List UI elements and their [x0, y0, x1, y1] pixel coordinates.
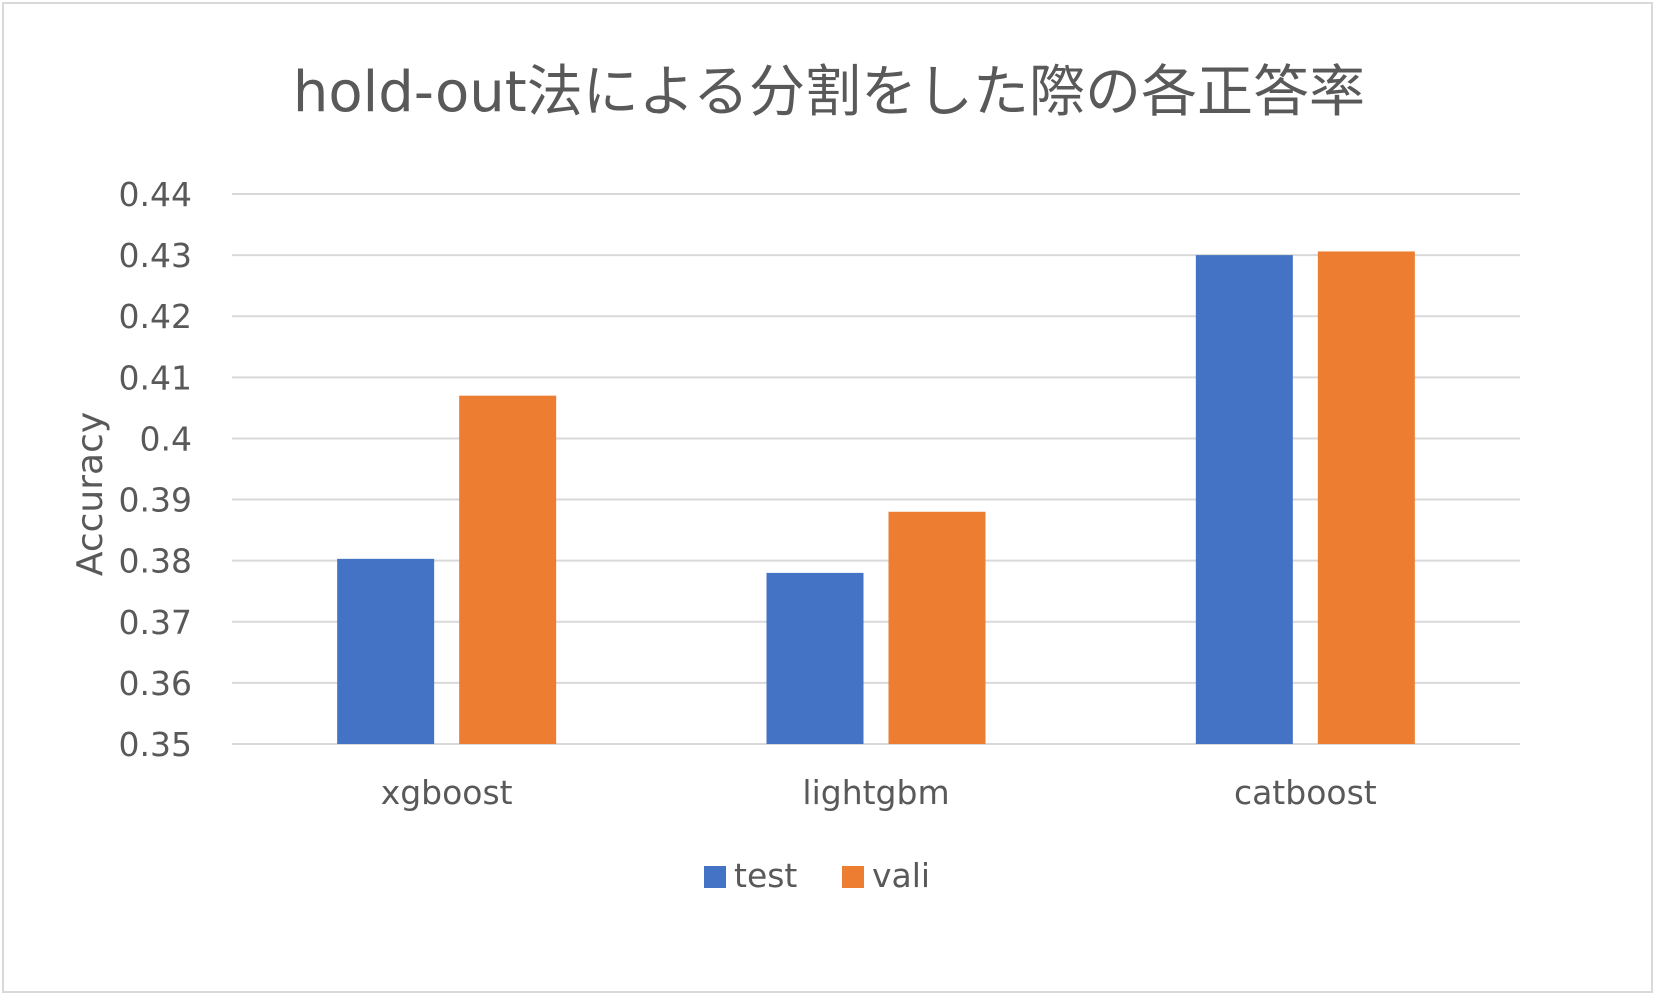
y-axis-label: Accuracy	[70, 412, 111, 576]
bar-vali-xgboost	[459, 395, 557, 744]
y-tick-label: 0.39	[119, 481, 192, 520]
bar-vali-catboost	[1317, 251, 1415, 744]
y-tick-label: 0.41	[119, 358, 192, 397]
bar-test-lightgbm	[766, 572, 864, 744]
legend-label: test	[734, 856, 797, 895]
x-tick-label: catboost	[1234, 773, 1377, 812]
y-tick-label: 0.37	[119, 603, 192, 642]
x-tick-label: lightgbm	[802, 773, 949, 812]
y-tick-labels: 0.35 0.36 0.37 0.38 0.39 0.4 0.41 0.42 0.43 0.44	[119, 175, 192, 764]
legend-swatch-vali	[842, 866, 864, 888]
grid-lines	[232, 193, 1520, 745]
bar-test-catboost	[1195, 255, 1293, 744]
chart: hold-out法による分割をした際の各正答率 Accuracy 0.350.3…	[70, 60, 1520, 895]
bars	[337, 251, 1415, 744]
y-tick-label: 0.35	[119, 725, 192, 764]
x-tick-labels: xgboost lightgbm catboost	[381, 773, 1377, 812]
bar-test-xgboost	[337, 558, 435, 744]
x-tick-label: xgboost	[381, 773, 513, 812]
y-tick-label: 0.44	[119, 175, 192, 214]
y-tick-label: 0.4	[140, 419, 192, 458]
bar-vali-lightgbm	[888, 511, 986, 744]
legend: test vali	[704, 856, 930, 895]
y-tick-label: 0.43	[119, 236, 192, 275]
y-tick-label: 0.36	[119, 664, 192, 703]
y-tick-label: 0.42	[119, 297, 192, 336]
legend-label: vali	[872, 856, 930, 895]
y-tick-label: 0.38	[119, 542, 192, 581]
chart-title: hold-out法による分割をした際の各正答率	[293, 60, 1365, 125]
legend-swatch-test	[704, 866, 726, 888]
